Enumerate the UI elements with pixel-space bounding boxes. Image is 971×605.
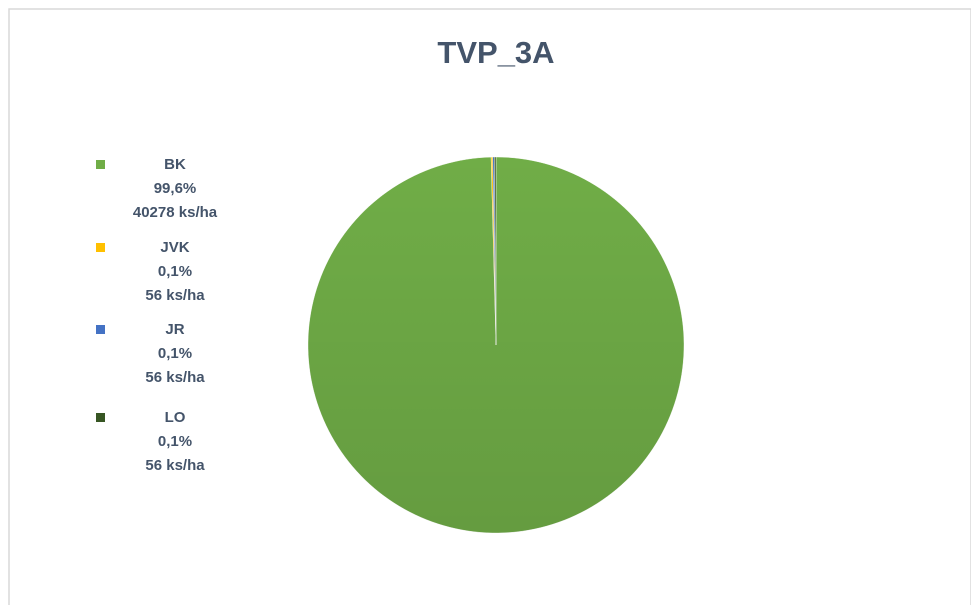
legend-value: 56 ks/ha xyxy=(145,369,205,386)
legend-label: JVK xyxy=(160,239,189,256)
legend-percent: 0,1% xyxy=(158,345,192,362)
legend-percent: 0,1% xyxy=(158,263,192,280)
legend-label: JR xyxy=(165,321,184,338)
legend-value: 56 ks/ha xyxy=(145,457,205,474)
legend-swatch xyxy=(96,160,105,169)
legend-percent: 99,6% xyxy=(154,180,197,197)
legend-swatch xyxy=(96,243,105,252)
legend-swatch xyxy=(96,413,105,422)
legend-label: LO xyxy=(165,409,186,426)
legend-swatch xyxy=(96,325,105,334)
legend-percent: 0,1% xyxy=(158,433,192,450)
chart-title: TVP_3A xyxy=(437,35,554,70)
legend-value: 40278 ks/ha xyxy=(133,204,218,221)
legend-label: BK xyxy=(164,156,186,173)
legend-value: 56 ks/ha xyxy=(145,287,205,304)
